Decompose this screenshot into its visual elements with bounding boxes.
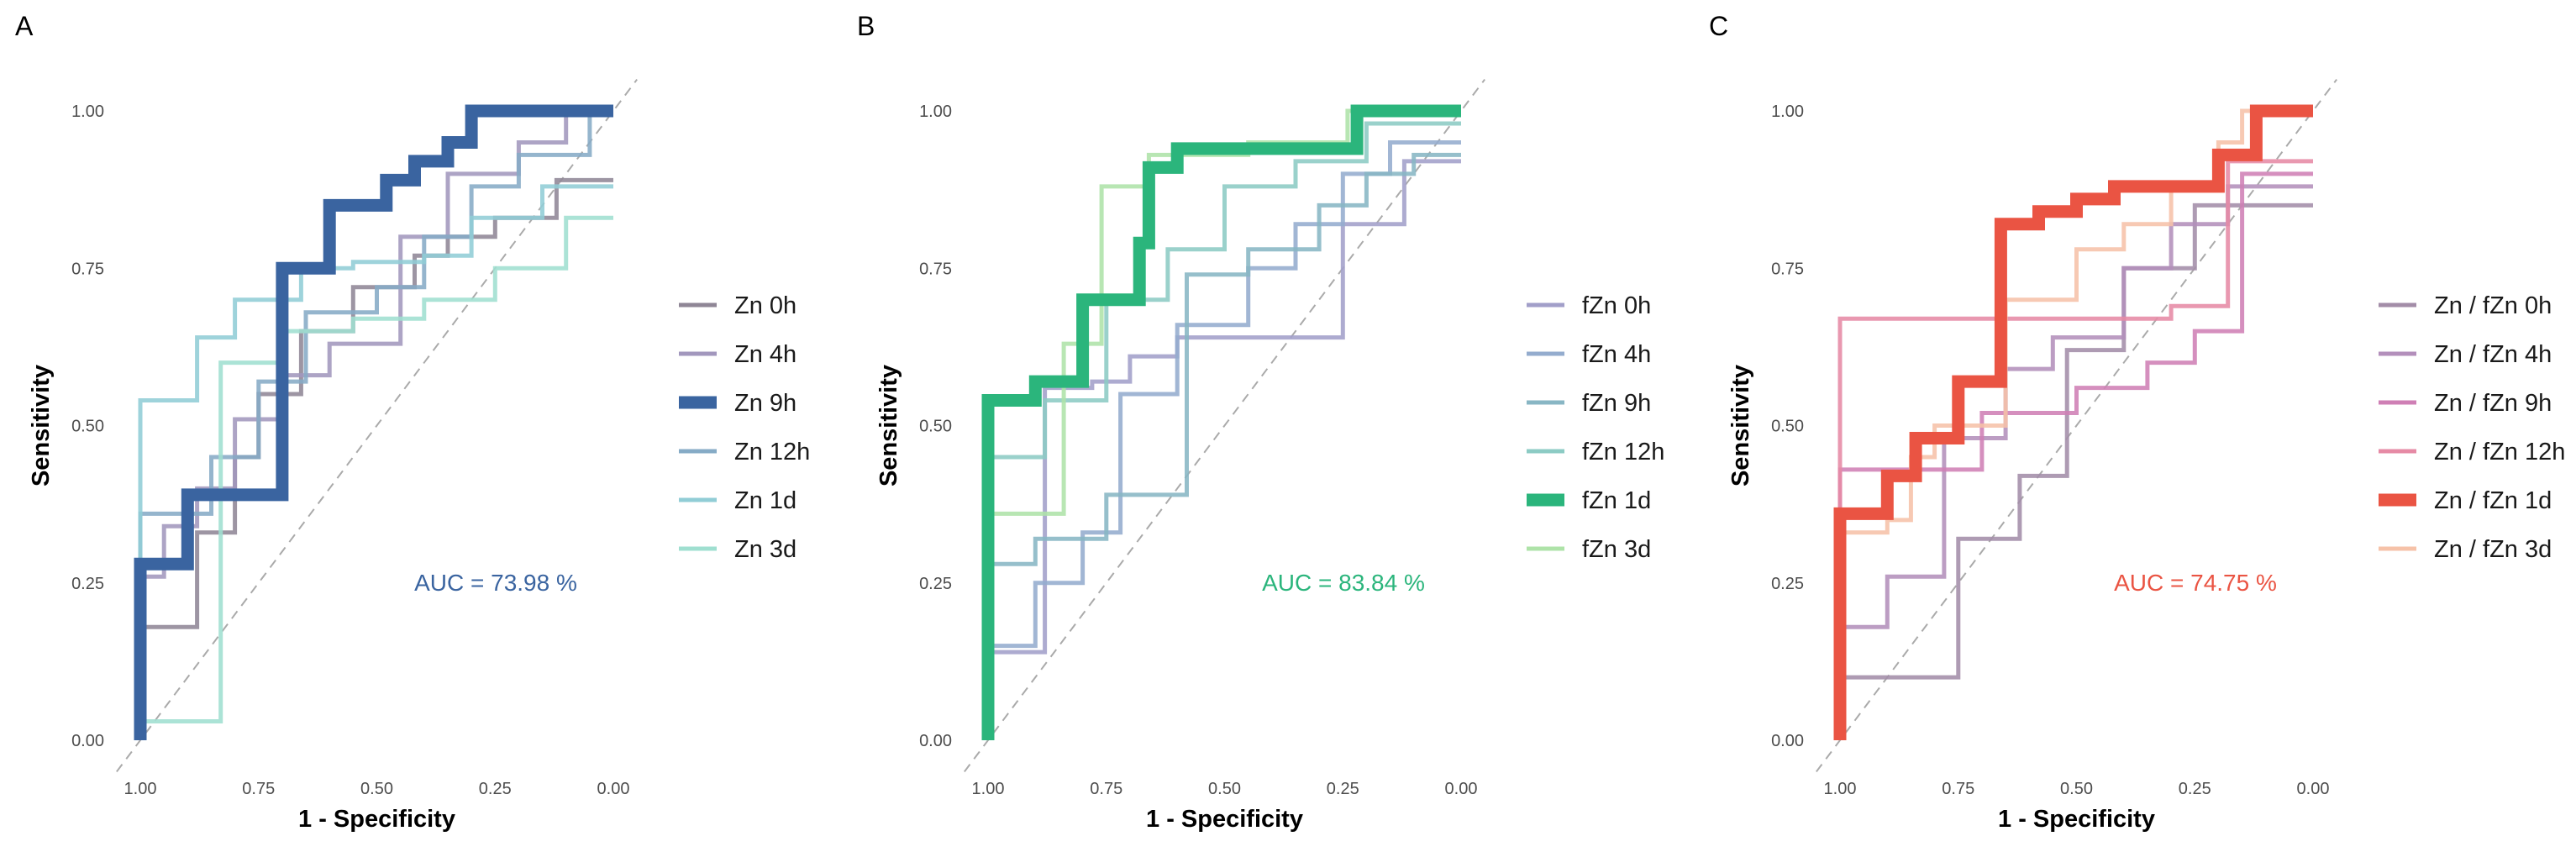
roc-panel-c: C 0.00 0.25 0.50 0.75 1.00 1.00 0.75 0.50 0.25 0.0… <box>1709 11 2565 833</box>
x-tick-label: 1.00 <box>1824 780 1857 798</box>
roc-panel-a: A 0.00 0.25 0.50 0.75 1.00 1.00 0.75 0.50 0.25 0.0… <box>15 11 810 833</box>
x-tick-label: 0.50 <box>2060 780 2093 798</box>
roc-curve-zn-fzn-4h <box>1837 184 2313 740</box>
roc-curve-zn-fzn-1d <box>1833 104 2313 740</box>
x-tick-label: 0.75 <box>1942 780 1974 798</box>
panel-letter: B <box>857 11 875 41</box>
legend-label: Zn / fZn 9h <box>2434 390 2552 417</box>
roc-curve-fzn-12h <box>986 121 1461 740</box>
diagonal-reference-line <box>964 78 1485 773</box>
auc-annotation: AUC = 73.98 % <box>414 570 577 596</box>
roc-panel-b: B 0.00 0.25 0.50 0.75 1.00 1.00 0.75 0.50 0.25 0.0… <box>857 11 1664 833</box>
legend-label: Zn 1d <box>734 487 796 514</box>
legend-label: fZn 0h <box>1582 292 1651 319</box>
y-tick-label: 0.25 <box>1771 575 1804 593</box>
legend-label: Zn / fZn 3d <box>2434 536 2552 563</box>
y-tick-label: 0.75 <box>71 260 104 278</box>
legend: fZn 0h fZn 4h fZn 9h fZn 12h fZn 1d fZn 3d <box>1527 292 1664 563</box>
y-axis-title: Sensitivity <box>1727 365 1754 486</box>
legend-label: Zn 4h <box>734 341 796 368</box>
x-axis-title: 1 - Specificity <box>298 806 455 833</box>
x-tick-label: 1.00 <box>124 780 157 798</box>
legend-label: fZn 9h <box>1582 390 1651 417</box>
y-tick-label: 1.00 <box>1771 103 1804 121</box>
y-tick-label: 0.50 <box>919 418 952 436</box>
roc-curve-fzn-9h <box>986 152 1461 740</box>
legend-label: fZn 3d <box>1582 536 1651 563</box>
roc-curve-zn-fzn-9h <box>1837 171 2313 740</box>
roc-curve-zn-12h <box>138 108 613 740</box>
diagonal-reference-line <box>116 78 638 773</box>
legend-label: Zn 0h <box>734 292 796 319</box>
x-tick-label: 0.50 <box>360 780 393 798</box>
roc-curve-zn-1d <box>138 184 613 740</box>
y-tick-label: 0.25 <box>919 575 952 593</box>
y-tick-label: 0.00 <box>1771 732 1804 750</box>
x-tick-label: 0.25 <box>2179 780 2211 798</box>
x-tick-label: 0.25 <box>1327 780 1359 798</box>
x-axis-title: 1 - Specificity <box>1998 806 2155 833</box>
y-tick-label: 0.50 <box>1771 418 1804 436</box>
y-tick-label: 0.50 <box>71 418 104 436</box>
roc-curve-fzn-4h <box>986 140 1461 740</box>
legend-label: Zn 3d <box>734 536 796 563</box>
y-tick-label: 0.75 <box>919 260 952 278</box>
diagonal-reference-line <box>1816 78 2337 773</box>
y-axis-title: Sensitivity <box>28 365 55 486</box>
x-tick-label: 0.00 <box>597 780 630 798</box>
y-tick-label: 0.75 <box>1771 260 1804 278</box>
legend-label: fZn 4h <box>1582 341 1651 368</box>
x-tick-label: 0.75 <box>1090 780 1122 798</box>
y-tick-label: 1.00 <box>71 103 104 121</box>
legend-label: Zn / fZn 0h <box>2434 292 2552 319</box>
panel-letter: A <box>15 11 34 41</box>
legend-label: Zn / fZn 1d <box>2434 487 2552 514</box>
roc-curve-zn-9h <box>134 104 613 740</box>
auc-annotation: AUC = 74.75 % <box>2114 570 2277 596</box>
legend-label: Zn / fZn 12h <box>2434 439 2565 465</box>
legend-label: Zn 9h <box>734 390 796 417</box>
y-tick-label: 0.00 <box>919 732 952 750</box>
y-tick-label: 0.00 <box>71 732 104 750</box>
x-tick-label: 1.00 <box>972 780 1005 798</box>
x-tick-label: 0.75 <box>242 780 275 798</box>
panel-letter: C <box>1709 11 1728 41</box>
x-tick-label: 0.50 <box>1208 780 1241 798</box>
y-axis-title: Sensitivity <box>875 365 902 486</box>
legend-label: fZn 1d <box>1582 487 1651 514</box>
legend: Zn 0h Zn 4h Zn 9h Zn 12h Zn 1d Zn 3d <box>679 292 810 563</box>
legend-label: fZn 12h <box>1582 439 1664 465</box>
roc-curve-fzn-1d <box>981 104 1461 740</box>
roc-curve-zn-3d <box>138 215 613 740</box>
legend-label: Zn 12h <box>734 439 810 465</box>
y-tick-label: 1.00 <box>919 103 952 121</box>
x-tick-label: 0.00 <box>1445 780 1478 798</box>
x-axis-title: 1 - Specificity <box>1146 806 1303 833</box>
y-tick-label: 0.25 <box>71 575 104 593</box>
x-tick-label: 0.00 <box>2297 780 2330 798</box>
x-tick-label: 0.25 <box>479 780 512 798</box>
legend: Zn / fZn 0h Zn / fZn 4h Zn / fZn 9h Zn / fZ… <box>2379 292 2565 563</box>
legend-label: Zn / fZn 4h <box>2434 341 2552 368</box>
auc-annotation: AUC = 83.84 % <box>1262 570 1425 596</box>
